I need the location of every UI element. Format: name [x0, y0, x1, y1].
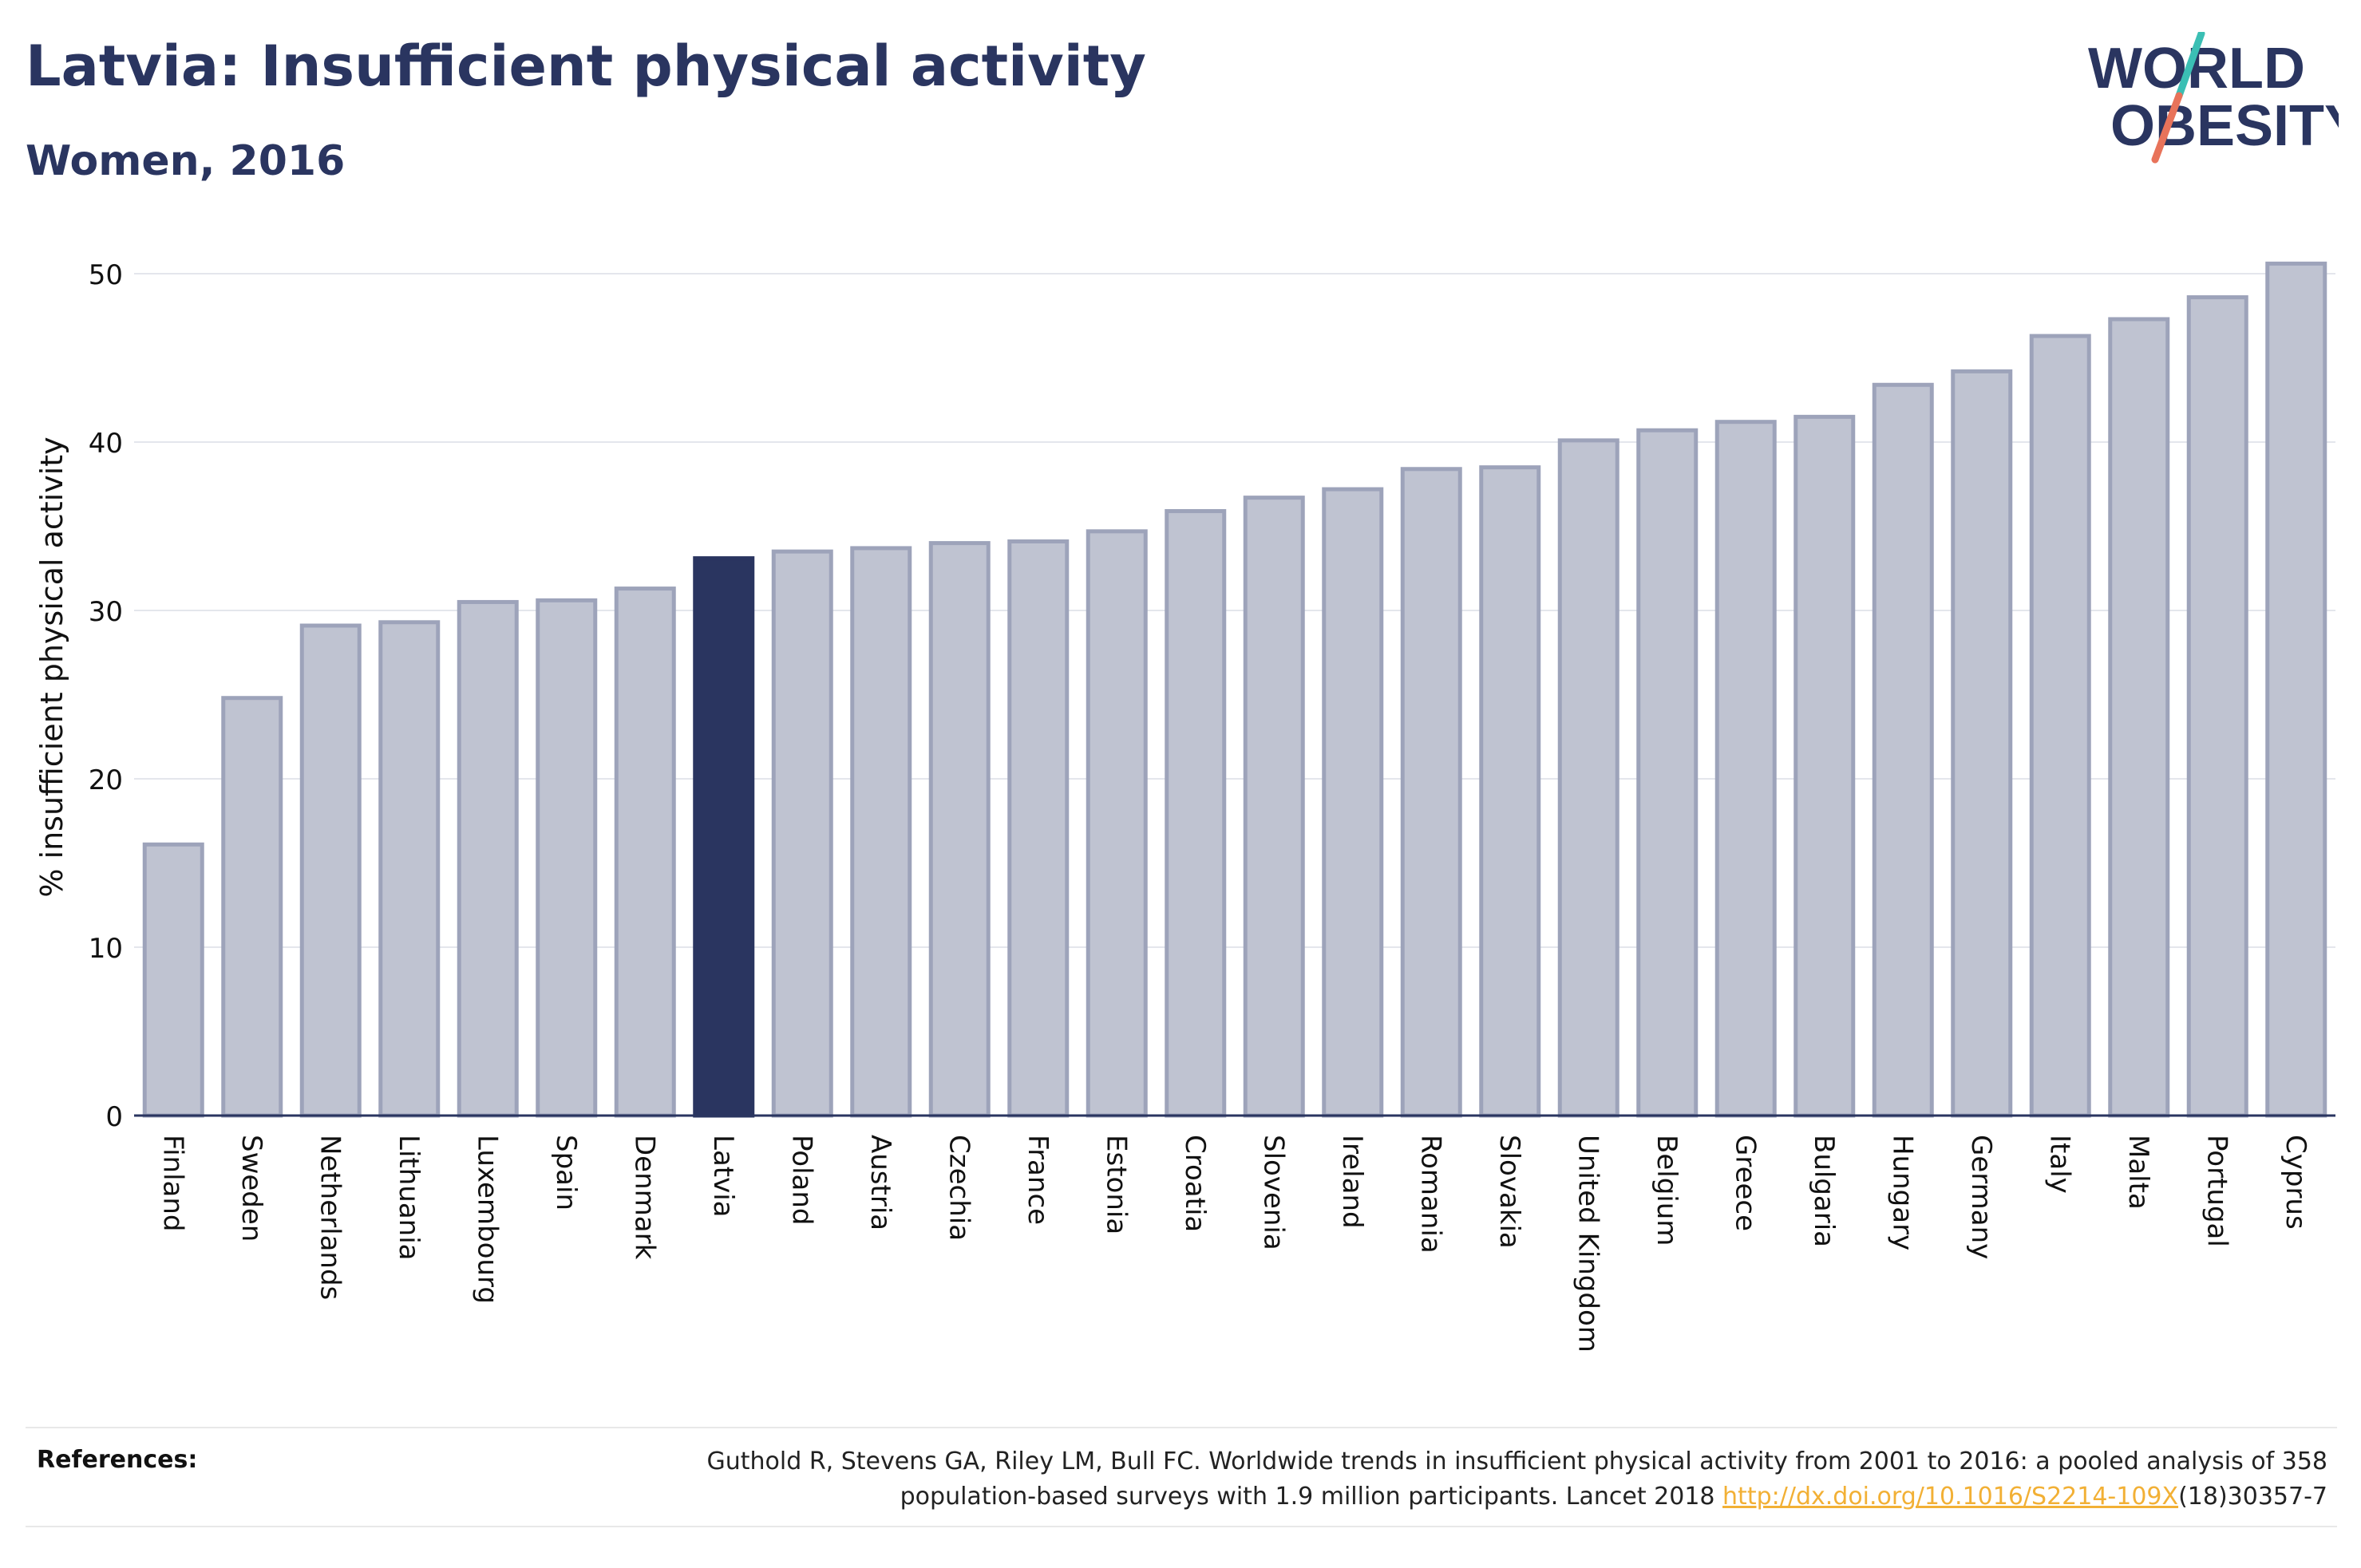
- x-tick-label: Czechia: [943, 1135, 975, 1241]
- footer-divider-top: [26, 1427, 2337, 1428]
- bar: [2265, 261, 2327, 1118]
- bar: [457, 599, 519, 1118]
- x-tick-label: Estonia: [1100, 1135, 1132, 1234]
- reference-doi-link[interactable]: http://dx.doi.org/10.1016/S2214-109X: [1722, 1483, 2179, 1511]
- reference-line-2-end: (18)30357-7: [2178, 1483, 2327, 1511]
- bar: [1793, 414, 1856, 1118]
- page-subtitle: Women, 2016: [26, 137, 346, 185]
- bar: [142, 842, 204, 1118]
- bar: [1400, 467, 1462, 1118]
- bar: [1165, 509, 1227, 1118]
- reference-line-2: population-based surveys with 1.9 millio…: [707, 1479, 2327, 1515]
- x-tick-label: Romania: [1414, 1135, 1446, 1254]
- x-tick-labels: Finland Sweden Netherlands Lithuania Luxembo…: [156, 1135, 2312, 1353]
- y-tick-label: 50: [89, 259, 123, 291]
- logo-slash-bottom: [2151, 92, 2183, 164]
- y-tick-label: 20: [89, 764, 123, 796]
- bar: [1557, 438, 1619, 1118]
- bar: [614, 587, 676, 1118]
- y-tick-label: 40: [89, 428, 123, 460]
- logo-slash-top: [2175, 32, 2205, 100]
- y-tick-label: 10: [89, 933, 123, 965]
- x-tick-label: Denmark: [628, 1135, 660, 1260]
- reference-line-1: Guthold R, Stevens GA, Riley LM, Bull FC…: [706, 1448, 2327, 1475]
- bar: [536, 598, 598, 1118]
- bars: [142, 261, 2327, 1118]
- bar: [1479, 465, 1541, 1118]
- bar: [771, 549, 833, 1118]
- x-tick-label: Cyprus: [2280, 1135, 2312, 1230]
- x-tick-label: Poland: [785, 1135, 817, 1226]
- bar: [1951, 369, 2013, 1118]
- x-tick-label: Bulgaria: [1808, 1135, 1840, 1247]
- bar: [693, 556, 755, 1118]
- x-tick-label: Germany: [1965, 1135, 1997, 1259]
- x-tick-label: Austria: [864, 1135, 896, 1230]
- x-tick-label: France: [1022, 1135, 1054, 1225]
- bar: [2029, 334, 2091, 1118]
- x-tick-label: Greece: [1729, 1135, 1761, 1231]
- x-tick-label: Malta: [2122, 1135, 2154, 1210]
- page-title: Latvia: Insufficient physical activity: [26, 34, 1146, 99]
- x-tick-label: Latvia: [707, 1135, 739, 1218]
- bar: [2186, 295, 2248, 1118]
- logo-word-obesity: OBESITY: [2110, 94, 2339, 158]
- bar: [850, 546, 912, 1118]
- footer-divider-bottom: [26, 1526, 2337, 1527]
- bar: [1714, 420, 1777, 1118]
- x-tick-label: Lithuania: [393, 1135, 425, 1260]
- x-tick-label: Netherlands: [314, 1135, 346, 1300]
- bar: [221, 696, 283, 1118]
- x-tick-label: Finland: [156, 1135, 188, 1232]
- bar: [1086, 529, 1148, 1118]
- x-tick-label: Ireland: [1336, 1135, 1368, 1229]
- y-axis-label: % insufficient physical activity: [34, 436, 69, 897]
- x-tick-label: Croatia: [1179, 1135, 1211, 1232]
- references-label: References:: [37, 1446, 198, 1474]
- x-tick-label: Slovenia: [1257, 1135, 1289, 1250]
- bar: [299, 623, 362, 1118]
- bar: [1872, 382, 1934, 1118]
- world-obesity-logo: WORLD OBESITY: [2088, 32, 2339, 164]
- bar-chart: 0 10 20 30 40 50 Finland Sweden Netherlands Lith…: [34, 259, 2335, 1353]
- bar: [1636, 428, 1699, 1118]
- y-tick-label: 0: [105, 1101, 123, 1133]
- x-tick-label: United Kingdom: [1572, 1135, 1604, 1353]
- references-text: Guthold R, Stevens GA, Riley LM, Bull FC…: [707, 1444, 2327, 1515]
- x-tick-label: Slovakia: [1493, 1135, 1525, 1249]
- y-tick-labels: 0 10 20 30 40 50: [89, 259, 123, 1133]
- x-tick-label: Italy: [2043, 1135, 2075, 1194]
- bar: [378, 620, 441, 1118]
- reference-line-2-start: population-based surveys with 1.9 millio…: [900, 1483, 1723, 1511]
- bar: [1243, 496, 1305, 1118]
- x-tick-label: Hungary: [1886, 1135, 1918, 1250]
- bar: [1007, 539, 1070, 1118]
- bar: [1322, 487, 1384, 1118]
- x-tick-label: Sweden: [235, 1135, 267, 1242]
- y-tick-label: 30: [89, 596, 123, 628]
- bar: [2108, 317, 2170, 1118]
- x-tick-label: Belgium: [1651, 1135, 1683, 1246]
- bar: [928, 541, 991, 1118]
- x-tick-label: Spain: [550, 1135, 582, 1211]
- x-tick-label: Luxembourg: [471, 1135, 503, 1304]
- x-tick-label: Portugal: [2201, 1135, 2232, 1247]
